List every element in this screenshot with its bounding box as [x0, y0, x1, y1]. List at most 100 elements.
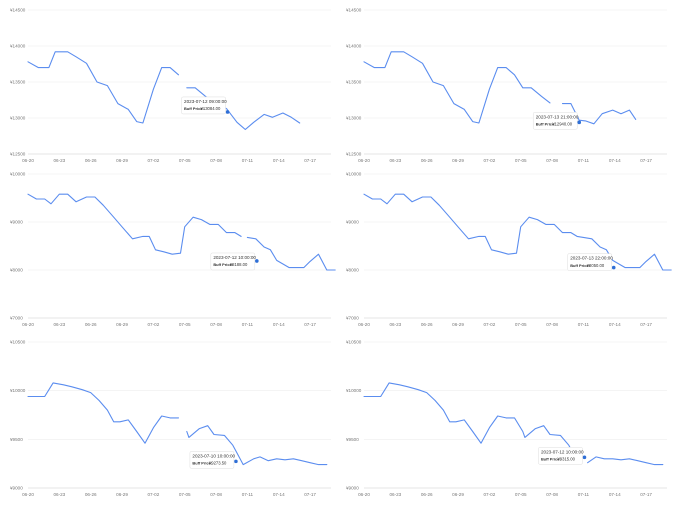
price-line — [186, 87, 301, 131]
tooltip-price-value: ¥12940.00 — [552, 122, 572, 127]
y-tick-label: ¥14500 — [10, 8, 26, 13]
chart-svg: ¥9000 ¥9500 ¥10000 ¥10500 06-20 06-23 06-26 06-… — [10, 340, 331, 497]
y-tick-label: ¥9500 — [346, 437, 359, 442]
x-tick-label: 06-29 — [452, 158, 464, 163]
y-tick-label: ¥10500 — [346, 340, 362, 345]
price-chart-4: ¥7000 ¥8000 ¥9000 ¥10000 06-20 06-23 06-26 06-2… — [344, 170, 672, 330]
price-line — [186, 425, 328, 466]
tooltip-price-value: ¥8050.00 — [587, 263, 605, 268]
x-tick-label: 07-05 — [179, 322, 191, 327]
x-tick-label: 07-05 — [515, 322, 527, 327]
x-tick-label: 06-26 — [421, 158, 433, 163]
price-line — [363, 382, 574, 454]
chart-svg: ¥7000 ¥8000 ¥9000 ¥10000 06-20 06-23 06-26 06-2… — [346, 172, 672, 327]
y-tick-label: ¥10000 — [346, 388, 362, 393]
x-tick-label: 06-26 — [85, 158, 97, 163]
hover-marker[interactable] — [611, 265, 616, 270]
y-tick-label: ¥7000 — [10, 316, 23, 321]
price-line — [27, 51, 180, 124]
tooltip-time: 2023-07-13 21:00:00 — [536, 114, 579, 119]
price-line — [27, 382, 180, 444]
tooltip-box — [567, 253, 612, 271]
price-line — [246, 236, 336, 271]
tooltip-price-label: Buff Price: — [541, 457, 561, 462]
y-tick-label: ¥9000 — [346, 486, 359, 491]
tooltip-price-label: Buff Price: — [536, 122, 556, 127]
chart-svg: ¥9000 ¥9500 ¥10000 ¥10500 06-20 06-23 06-26 06-… — [346, 340, 667, 497]
x-tick-label: 07-14 — [609, 322, 621, 327]
x-tick-label: 06-26 — [421, 322, 433, 327]
price-chart-2: ¥12500 ¥13000 ¥13500 ¥14000 ¥14500 06-20 06-23… — [344, 6, 671, 166]
x-tick-label: 07-02 — [148, 322, 160, 327]
tooltip-time: 2023-07-12 10:00:00 — [541, 449, 584, 454]
hover-marker[interactable] — [234, 459, 238, 464]
x-tick-label: 07-05 — [515, 492, 527, 497]
x-tick-label: 07-02 — [148, 492, 160, 497]
tooltip-box — [210, 252, 256, 271]
price-chart-3: ¥7000 ¥8000 ¥9000 ¥10000 06-20 06-23 06-26 06-2… — [8, 170, 336, 330]
tooltip-box — [181, 96, 226, 115]
y-tick-label: ¥13500 — [346, 80, 362, 85]
y-tick-label: ¥14500 — [346, 8, 362, 13]
y-tick-label: ¥10000 — [10, 172, 26, 177]
x-tick-label: 06-20 — [22, 158, 34, 163]
price-chart-1: ¥12500 ¥13000 ¥13500 ¥14000 ¥14500 06-20 06-23… — [8, 6, 335, 166]
x-tick-label: 06-26 — [85, 322, 97, 327]
x-tick-label: 07-08 — [546, 158, 558, 163]
x-tick-label: 07-08 — [210, 322, 222, 327]
x-tick-label: 07-17 — [304, 322, 316, 327]
tooltip-time: 2023-07-12 10:00:00 — [213, 255, 256, 260]
price-line — [587, 456, 664, 466]
x-tick-label: 06-29 — [116, 158, 128, 163]
tooltip-box — [532, 112, 578, 130]
hover-marker[interactable] — [582, 455, 587, 460]
hover-marker[interactable] — [255, 259, 259, 263]
x-tick-label: 06-29 — [452, 322, 464, 327]
x-tick-label: 07-14 — [609, 492, 621, 497]
tooltip-time: 2023-07-10 10:00:00 — [192, 453, 235, 458]
y-tick-label: ¥13000 — [346, 116, 362, 121]
x-tick-label: 06-20 — [22, 322, 34, 327]
x-tick-label: 07-02 — [148, 158, 160, 163]
price-chart-6: ¥9000 ¥9500 ¥10000 ¥10500 06-20 06-23 06-26 06-… — [344, 338, 671, 500]
chart-svg: ¥12500 ¥13000 ¥13500 ¥14000 ¥14500 06-20 06-23… — [346, 8, 667, 163]
y-tick-label: ¥13500 — [10, 80, 26, 85]
price-line — [363, 51, 551, 124]
y-tick-label: ¥8000 — [10, 268, 23, 273]
x-tick-label: 06-20 — [358, 158, 370, 163]
x-tick-label: 07-05 — [515, 158, 527, 163]
y-tick-label: ¥8000 — [346, 268, 359, 273]
x-tick-label: 06-29 — [452, 492, 464, 497]
x-tick-label: 06-23 — [53, 492, 65, 497]
x-tick-label: 06-29 — [116, 492, 128, 497]
x-tick-label: 07-08 — [210, 492, 222, 497]
y-tick-label: ¥9000 — [10, 220, 23, 225]
chart-svg: ¥7000 ¥8000 ¥9000 ¥10000 06-20 06-23 06-26 06-2… — [10, 172, 336, 327]
tooltip-time: 2023-07-12 09:00:00 — [184, 99, 227, 104]
x-tick-label: 07-14 — [609, 158, 621, 163]
x-tick-label: 07-05 — [179, 492, 191, 497]
x-tick-label: 07-14 — [273, 322, 285, 327]
tooltip-price-label: Buff Price: — [570, 263, 590, 268]
x-tick-label: 07-17 — [640, 492, 652, 497]
x-tick-label: 07-17 — [640, 322, 652, 327]
tooltip-price-value: ¥9273.50 — [209, 461, 227, 466]
x-tick-label: 06-26 — [85, 492, 97, 497]
tooltip-box — [538, 447, 583, 465]
hover-marker[interactable] — [225, 110, 230, 114]
tooltip-price-value: ¥9315.00 — [557, 457, 575, 462]
x-tick-label: 07-02 — [484, 322, 496, 327]
y-tick-label: ¥9500 — [10, 437, 23, 442]
x-tick-label: 07-11 — [578, 322, 590, 327]
x-tick-label: 06-20 — [358, 322, 370, 327]
price-line — [363, 193, 672, 271]
y-tick-label: ¥12500 — [10, 152, 26, 157]
x-tick-label: 06-23 — [53, 322, 65, 327]
tooltip-price-value: ¥8188.00 — [230, 262, 248, 267]
x-tick-label: 07-14 — [273, 492, 285, 497]
x-tick-label: 06-23 — [389, 158, 401, 163]
hover-marker[interactable] — [577, 120, 582, 125]
x-tick-label: 06-23 — [389, 492, 401, 497]
x-tick-label: 07-11 — [578, 492, 590, 497]
